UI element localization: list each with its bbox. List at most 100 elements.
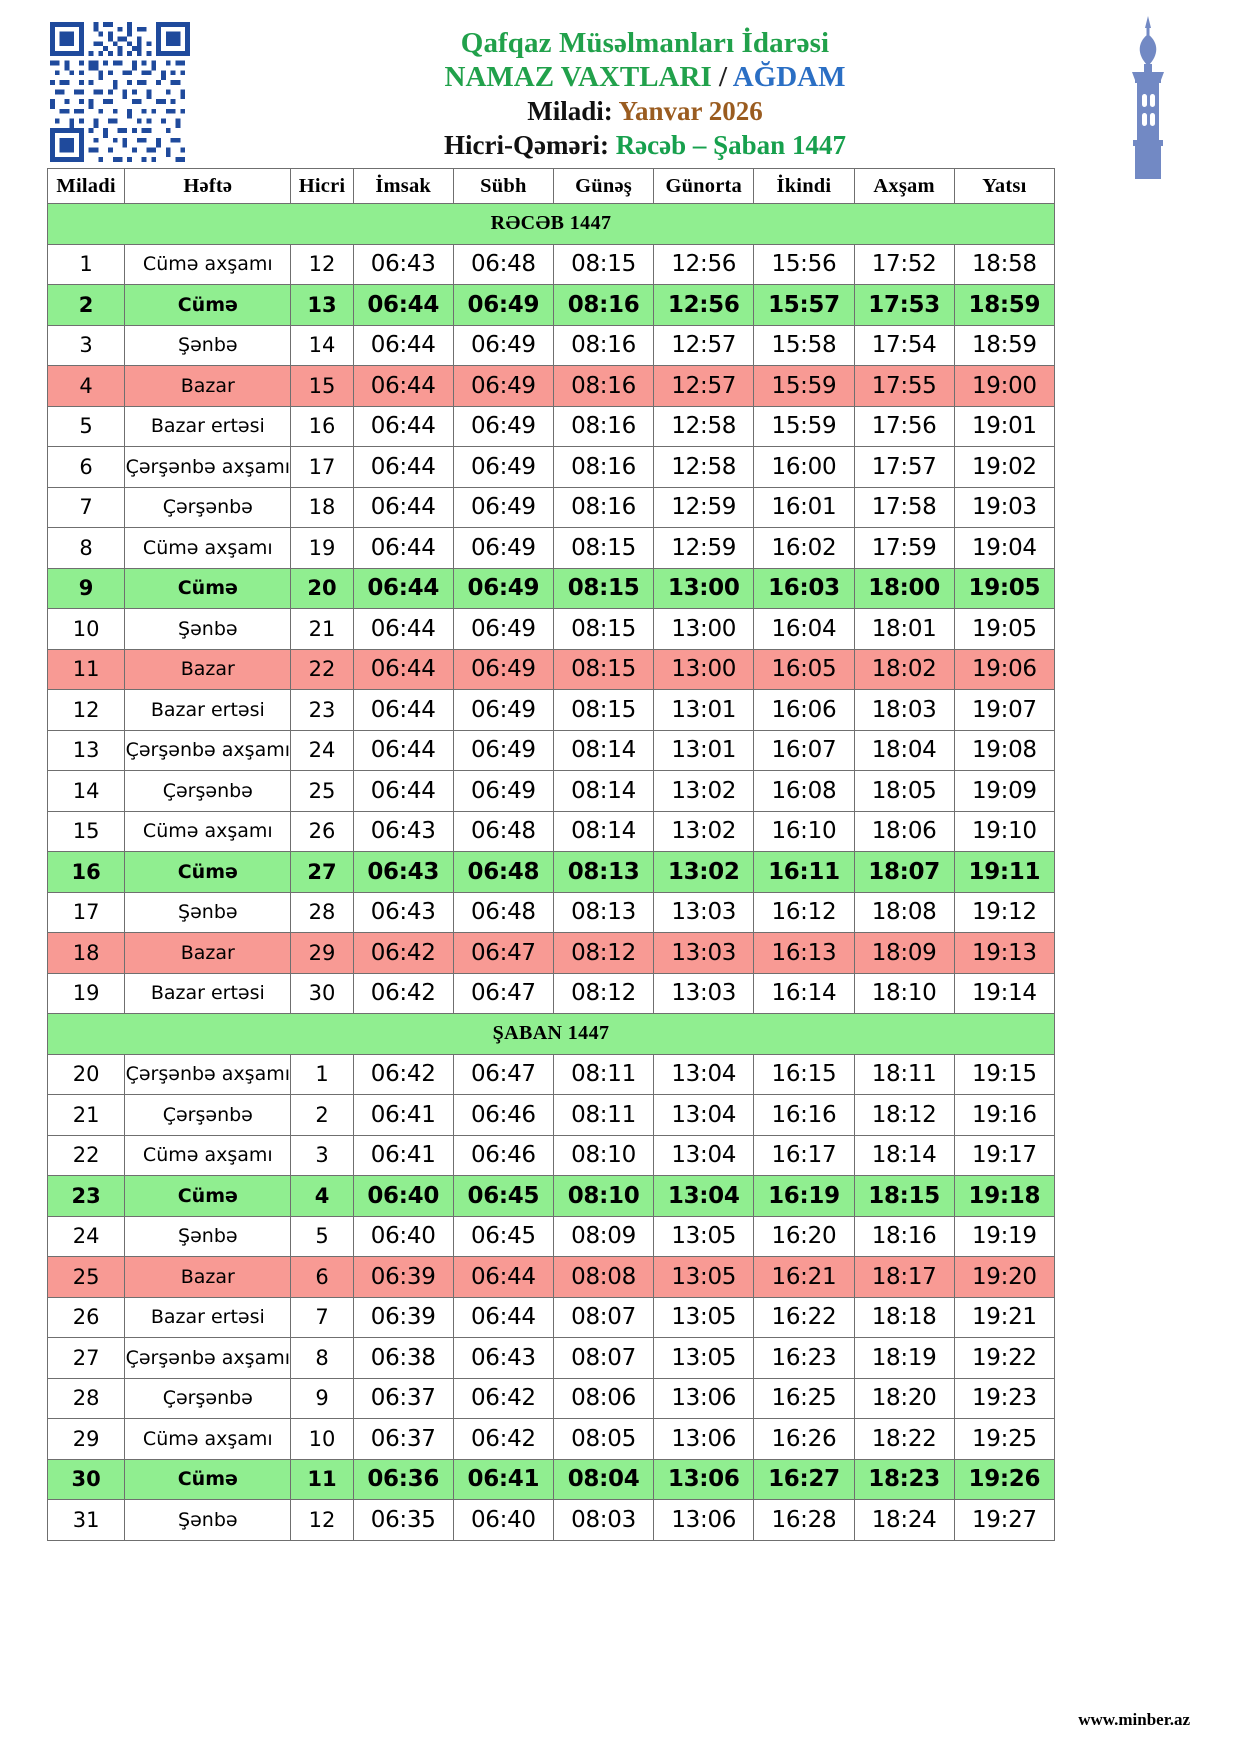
table-row: 10 Şənbə 21 06:44 06:49 08:15 13:00 16:04 18:01 1… — [46, 608, 1056, 650]
cell-yatsi-time: 19:17 — [953, 1134, 1056, 1176]
cell-gunorta-time: 13:05 — [653, 1296, 755, 1338]
column-header-miladi: Miladi — [46, 168, 126, 204]
cell-weekday: Bazar ertəsi — [124, 972, 292, 1014]
cell-gunorta-time: 12:58 — [653, 405, 755, 447]
column-header-imsak: İmsak — [352, 168, 454, 204]
cell-subh-time: 06:46 — [452, 1094, 554, 1136]
cell-weekday: Bazar — [124, 1256, 292, 1298]
cell-gunorta-time: 13:02 — [653, 851, 755, 893]
cell-axsam-time: 18:04 — [853, 729, 955, 771]
cell-gunorta-time: 12:57 — [653, 365, 755, 407]
cell-weekday: Bazar ertəsi — [124, 405, 292, 447]
cell-hijri-day: 3 — [290, 1134, 354, 1176]
cell-subh-time: 06:49 — [452, 689, 554, 731]
website-footer[interactable]: www.minber.az — [1078, 1710, 1190, 1729]
cell-hijri-day: 27 — [290, 851, 354, 893]
cell-ikindi-time: 16:14 — [753, 972, 855, 1014]
cell-gunes-time: 08:09 — [552, 1215, 655, 1257]
cell-gregorian-day: 7 — [46, 486, 126, 528]
cell-gunes-time: 08:04 — [552, 1458, 655, 1500]
cell-ikindi-time: 16:06 — [753, 689, 855, 731]
cell-gregorian-day: 15 — [46, 810, 126, 852]
cell-gunes-time: 08:16 — [552, 284, 655, 326]
cell-hijri-day: 16 — [290, 405, 354, 447]
cell-weekday: Cümə axşamı — [124, 1134, 292, 1176]
cell-gunes-time: 08:15 — [552, 648, 655, 690]
cell-subh-time: 06:45 — [452, 1215, 554, 1257]
cell-gregorian-day: 27 — [46, 1337, 126, 1379]
cell-yatsi-time: 18:59 — [953, 284, 1056, 326]
table-row: 8 Cümə axşamı 19 06:44 06:49 08:15 12:59 16:02 1… — [46, 527, 1056, 569]
qr-code-icon[interactable] — [50, 22, 190, 162]
cell-gunorta-time: 12:57 — [653, 324, 755, 366]
cell-weekday: Cümə — [124, 284, 292, 326]
cell-gregorian-day: 2 — [46, 284, 126, 326]
cell-weekday: Cümə axşamı — [124, 1418, 292, 1460]
cell-gunorta-time: 13:06 — [653, 1418, 755, 1460]
cell-imsak-time: 06:38 — [352, 1337, 454, 1379]
cell-imsak-time: 06:44 — [352, 284, 454, 326]
cell-yatsi-time: 19:12 — [953, 891, 1056, 933]
table-row: 25 Bazar 6 06:39 06:44 08:08 13:05 16:21 18:17 19… — [46, 1256, 1056, 1298]
cell-yatsi-time: 19:27 — [953, 1499, 1056, 1541]
cell-gunorta-time: 13:05 — [653, 1337, 755, 1379]
table-row: 2 Cümə 13 06:44 06:49 08:16 12:56 15:57 17:53 18:… — [46, 284, 1056, 326]
cell-yatsi-time: 19:10 — [953, 810, 1056, 852]
cell-weekday: Bazar — [124, 648, 292, 690]
gregorian-label: Miladi: — [527, 96, 613, 127]
cell-ikindi-time: 16:03 — [753, 567, 855, 609]
column-header-subh: Sübh — [452, 168, 554, 204]
cell-axsam-time: 18:15 — [853, 1175, 955, 1217]
cell-axsam-time: 18:09 — [853, 932, 955, 974]
hijri-value: Rəcəb – Şaban 1447 — [615, 130, 846, 161]
cell-yatsi-time: 19:25 — [953, 1418, 1056, 1460]
cell-gunorta-time: 13:06 — [653, 1458, 755, 1500]
cell-yatsi-time: 19:14 — [953, 972, 1056, 1014]
cell-ikindi-time: 16:22 — [753, 1296, 855, 1338]
cell-yatsi-time: 18:59 — [953, 324, 1056, 366]
cell-yatsi-time: 19:15 — [953, 1053, 1056, 1095]
cell-imsak-time: 06:44 — [352, 527, 454, 569]
cell-subh-time: 06:49 — [452, 648, 554, 690]
cell-subh-time: 06:49 — [452, 405, 554, 447]
cell-gunes-time: 08:14 — [552, 729, 655, 771]
cell-gregorian-day: 21 — [46, 1094, 126, 1136]
cell-gunorta-time: 13:05 — [653, 1256, 755, 1298]
cell-ikindi-time: 16:27 — [753, 1458, 855, 1500]
cell-gregorian-day: 19 — [46, 972, 126, 1014]
cell-gunorta-time: 13:04 — [653, 1134, 755, 1176]
table-row: 26 Bazar ertəsi 7 06:39 06:44 08:07 13:05 16:22… — [46, 1296, 1056, 1338]
cell-gunes-time: 08:15 — [552, 567, 655, 609]
cell-hijri-day: 19 — [290, 527, 354, 569]
cell-yatsi-time: 19:06 — [953, 648, 1056, 690]
cell-hijri-day: 15 — [290, 365, 354, 407]
cell-yatsi-time: 19:19 — [953, 1215, 1056, 1257]
cell-weekday: Çərşənbə — [124, 486, 292, 528]
month-separator-label: ŞABAN 1447 — [47, 1013, 1055, 1055]
cell-axsam-time: 17:56 — [853, 405, 955, 447]
cell-gunes-time: 08:12 — [552, 932, 655, 974]
table-row: 16 Cümə 27 06:43 06:48 08:13 13:02 16:11 18:07 19… — [46, 851, 1056, 893]
cell-weekday: Cümə axşamı — [124, 810, 292, 852]
cell-weekday: Çərşənbə — [124, 1094, 292, 1136]
cell-hijri-day: 14 — [290, 324, 354, 366]
cell-imsak-time: 06:44 — [352, 770, 454, 812]
cell-gregorian-day: 17 — [46, 891, 126, 933]
cell-subh-time: 06:49 — [452, 608, 554, 650]
cell-gregorian-day: 31 — [46, 1499, 126, 1541]
column-header-gunorta: Günorta — [653, 168, 755, 204]
cell-imsak-time: 06:39 — [352, 1256, 454, 1298]
cell-subh-time: 06:45 — [452, 1175, 554, 1217]
cell-gunes-time: 08:16 — [552, 365, 655, 407]
cell-hijri-day: 30 — [290, 972, 354, 1014]
cell-axsam-time: 17:53 — [853, 284, 955, 326]
column-header-axsam: Axşam — [853, 168, 955, 204]
cell-axsam-time: 17:57 — [853, 446, 955, 488]
cell-yatsi-time: 19:21 — [953, 1296, 1056, 1338]
cell-yatsi-time: 19:00 — [953, 365, 1056, 407]
cell-gunes-time: 08:08 — [552, 1256, 655, 1298]
cell-ikindi-time: 16:26 — [753, 1418, 855, 1460]
cell-gregorian-day: 13 — [46, 729, 126, 771]
cell-yatsi-time: 19:09 — [953, 770, 1056, 812]
cell-gunorta-time: 13:00 — [653, 648, 755, 690]
